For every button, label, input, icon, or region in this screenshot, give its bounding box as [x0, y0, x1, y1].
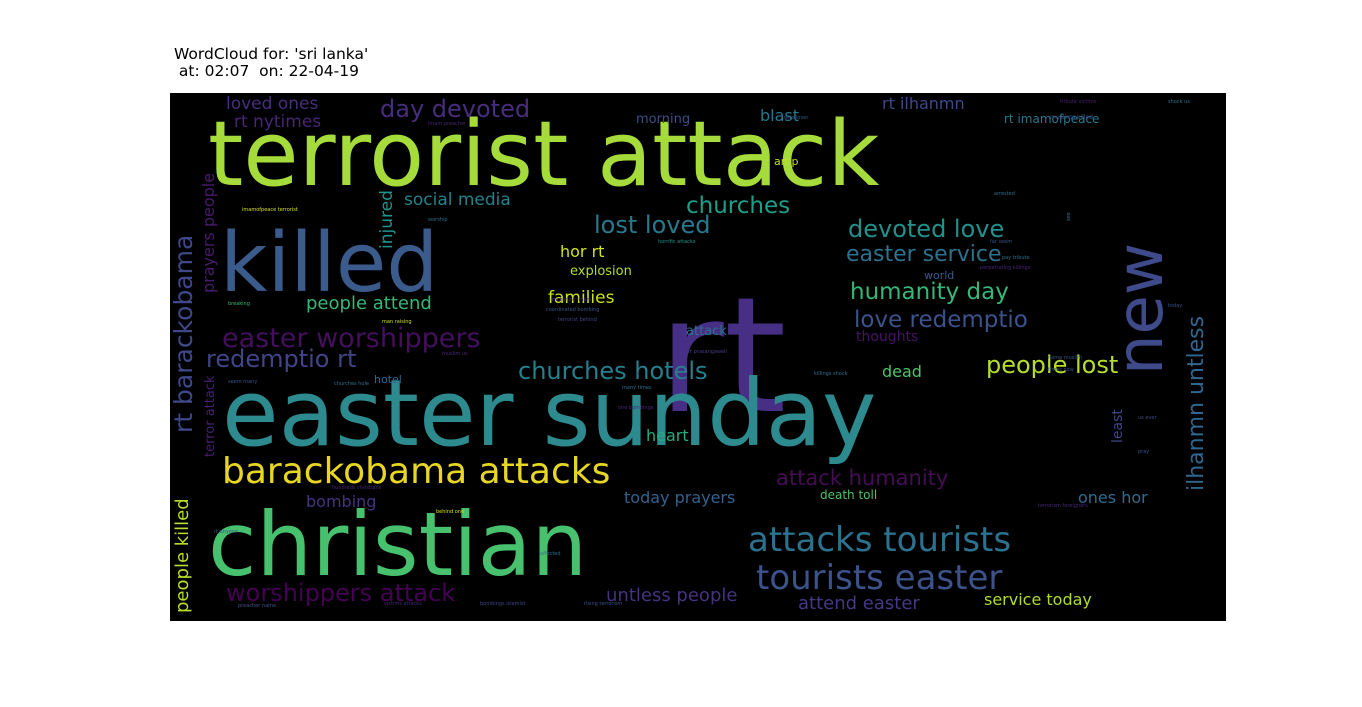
- cloud-word-blast: blast: [760, 106, 799, 125]
- cloud-word-tourists-easter: tourists easter: [756, 558, 1002, 598]
- word-cloud: terrorist attack rt easter sunday christian…: [170, 93, 1226, 621]
- cloud-word-rt-ilhanmn: rt ilhanmn: [882, 94, 965, 113]
- chart-title: WordCloud for: 'sri lanka' at: 02:07 on:…: [174, 46, 368, 80]
- cloud-word-lost-loved: lost loved: [594, 211, 710, 239]
- cloud-word-bombings-islamist: bombings islamist: [480, 601, 526, 607]
- cloud-word-terror-attack: terror attack: [203, 375, 218, 457]
- cloud-word-humanity-day: humanity day: [850, 279, 1009, 305]
- cloud-word-people-killed: people killed: [172, 498, 193, 613]
- cloud-word-preacher-name: preacher name: [238, 603, 276, 609]
- cloud-word-pray: pray: [1138, 449, 1149, 455]
- cloud-word-rt: rt: [658, 262, 787, 449]
- cloud-word-world: world: [924, 269, 954, 282]
- cloud-word-arrested: arrested: [994, 191, 1015, 197]
- cloud-word-redemptio-rt: redemptio rt: [206, 345, 356, 373]
- cloud-word-churches-hole: churches hole: [334, 381, 369, 387]
- cloud-word-barackobama-attacks: barackobama attacks: [222, 451, 610, 492]
- cloud-word-muslim-us: muslim us: [442, 351, 468, 357]
- cloud-word-wife-lover: wife lover: [784, 115, 809, 121]
- cloud-word-shock-us: shock us: [1168, 99, 1190, 105]
- cloud-word-mckenzie-imam: mckenzie imam: [552, 297, 592, 303]
- cloud-word-people-lost: people lost: [986, 351, 1118, 379]
- cloud-word-attacks-tourists: attacks tourists: [748, 520, 1011, 560]
- cloud-word-behind-one: behind one: [436, 509, 464, 515]
- cloud-word-terrorism-foreigners: terrorism foreigners: [1038, 503, 1088, 509]
- cloud-word-see: see: [1066, 212, 1072, 221]
- cloud-word-rt-prasangaweli: rt prasangaweli: [688, 349, 727, 355]
- cloud-word-terrorist-behind: terrorist behind: [558, 317, 597, 323]
- cloud-word-least: least: [1110, 409, 1126, 443]
- cloud-word-dead: dead: [882, 362, 922, 381]
- chart-title-line-2: at: 02:07 on: 22-04-19: [174, 62, 359, 80]
- cloud-word-service-today: service today: [984, 590, 1092, 609]
- cloud-word-easter-service: easter service: [846, 242, 1001, 267]
- cloud-word-killed: killed: [220, 216, 438, 311]
- cloud-word-breaking: breaking: [228, 301, 250, 307]
- cloud-word-worship: worship: [428, 217, 448, 223]
- cloud-word-love-redemptio: love redemptio: [854, 307, 1028, 333]
- cloud-word-attack-humanity: attack humanity: [776, 466, 948, 490]
- cloud-word-today-prayers: today prayers: [624, 488, 735, 507]
- cloud-word-new: new: [1104, 243, 1178, 375]
- cloud-word-churches-hotels: churches hotels: [518, 357, 708, 385]
- cloud-word-explosion: explosion: [570, 264, 632, 279]
- cloud-word-far-seem: far seem: [990, 239, 1012, 245]
- cloud-word-rt-imamofpeace: rt imamofpeace: [1004, 112, 1099, 126]
- cloud-word-social-media: social media: [404, 190, 511, 210]
- cloud-word-tribute-victims: tribute victims: [1060, 99, 1097, 105]
- cloud-word-people-attend: people attend: [306, 293, 432, 314]
- cloud-word-thoughts: thoughts: [856, 329, 918, 345]
- chart-title-line-1: WordCloud for: 'sri lanka': [174, 45, 369, 63]
- cloud-word-day-devoted: day devoted: [380, 95, 530, 123]
- cloud-word-rt-barackobama: rt barackobama: [170, 235, 198, 433]
- cloud-word-victims-attacks: victims attacks: [384, 601, 422, 607]
- cloud-word-us-ever: us ever: [1138, 415, 1157, 421]
- cloud-word-loved-ones: loved ones: [226, 94, 318, 114]
- cloud-word-coordinated-bombing: coordinated bombing: [546, 307, 599, 313]
- cloud-word-ones-hor: ones hor: [1078, 488, 1148, 507]
- cloud-word-pay-tribute: pay tribute: [1002, 255, 1030, 261]
- cloud-word-man-raising: man raising: [382, 319, 412, 325]
- cloud-word-hundreds-christians: hundreds christians: [332, 485, 382, 491]
- cloud-word-name-muslim: name muslim: [1048, 355, 1082, 361]
- cloud-word-death-toll: death toll: [820, 488, 877, 502]
- cloud-word-hor-rt: hor rt: [560, 242, 604, 261]
- cloud-word-many-times: many times: [622, 385, 652, 391]
- cloud-word-one-bombings: one bombings: [618, 405, 654, 411]
- cloud-word-bombing: bombing: [306, 492, 376, 511]
- cloud-word-amp: amp: [774, 155, 798, 168]
- cloud-word-rt-anyone: rt anyone: [214, 529, 238, 535]
- cloud-word-untless-people: untless people: [606, 585, 737, 606]
- cloud-word-prayers-people: prayers people: [199, 173, 218, 293]
- cloud-word-imam-preacher: imam preacher: [428, 121, 467, 127]
- cloud-word-devoted-love: devoted love: [848, 215, 1004, 243]
- cloud-word-affected: affected: [540, 551, 561, 557]
- cloud-word-morning: morning: [636, 112, 690, 127]
- cloud-word-hotel: hotel: [374, 373, 402, 386]
- cloud-word-rt-nytimes: rt nytimes: [234, 112, 321, 132]
- cloud-word-today: today: [1168, 303, 1182, 309]
- cloud-word-heart: heart: [646, 426, 689, 445]
- cloud-word-horrific-attacks: horrific attacks: [658, 239, 696, 245]
- cloud-word-muslims-killed: muslims killed: [1050, 114, 1093, 121]
- cloud-word-imamofpeace-terrorist: imamofpeace terrorist: [242, 207, 298, 213]
- cloud-word-attack: attack: [686, 324, 727, 339]
- cloud-word-churches: churches: [686, 193, 790, 219]
- cloud-word-families: families: [548, 288, 615, 308]
- cloud-word-worshippers-attack: worshippers attack: [226, 579, 455, 607]
- cloud-word-killings-shock: killings shock: [814, 371, 848, 377]
- cloud-word-easter-worshippers: easter worshippers: [222, 323, 481, 354]
- cloud-word-christian: christian: [208, 493, 587, 596]
- cloud-word-rising-terrorism: rising terrorism: [584, 601, 622, 607]
- cloud-word-terrorist-attack: terrorist attack: [208, 102, 879, 207]
- cloud-word-easter-sunday: easter sunday: [222, 360, 876, 467]
- cloud-word-attend-easter: attend easter: [798, 593, 920, 614]
- cloud-word-times-now: times now: [1048, 367, 1074, 373]
- cloud-word-perpetrating-killings: perpetrating killings: [980, 265, 1031, 271]
- cloud-word-injured: injured: [377, 190, 397, 249]
- cloud-word-seem-many: seem many: [228, 379, 257, 385]
- cloud-word-ilhanmn-untless: ilhanmn untless: [1184, 316, 1209, 491]
